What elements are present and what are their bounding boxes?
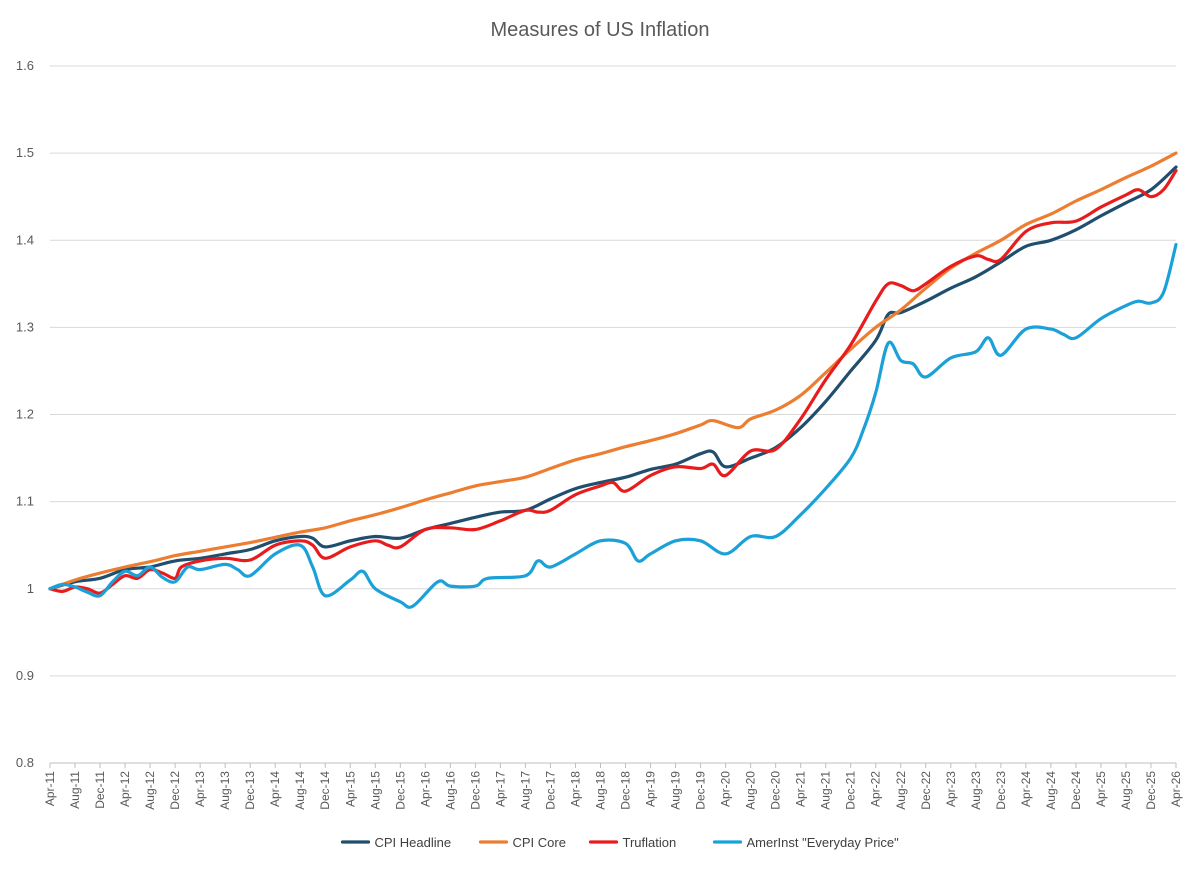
y-tick-label: 1.6	[16, 58, 34, 73]
x-tick-label: Aug-14	[293, 771, 307, 810]
x-tick-label: Aug-19	[669, 771, 683, 810]
x-tick-label: Apr-25	[1094, 771, 1108, 807]
x-tick-label: Aug-18	[593, 771, 607, 810]
x-tick-label: Aug-23	[969, 771, 983, 810]
y-tick-label: 1.5	[16, 145, 34, 160]
x-tick-label: Dec-11	[93, 771, 107, 809]
x-tick-label: Apr-14	[268, 771, 282, 807]
series-line-3	[48, 243, 1178, 609]
x-tick-label: Aug-21	[819, 771, 833, 810]
x-tick-label: Dec-12	[168, 771, 182, 810]
x-tick-label: Aug-24	[1044, 771, 1058, 810]
series-line-0	[48, 165, 1178, 591]
x-tick-label: Dec-14	[318, 771, 332, 810]
x-tick-label: Apr-17	[493, 771, 507, 807]
x-tick-label: Apr-22	[869, 771, 883, 807]
series-lines	[48, 151, 1178, 609]
x-tick-label: Aug-16	[443, 771, 457, 810]
legend-label: AmerInst "Everyday Price"	[747, 835, 900, 850]
x-tick-label: Apr-15	[343, 771, 357, 807]
legend-label: Truflation	[623, 835, 677, 850]
x-tick-label: Dec-19	[694, 771, 708, 810]
legend: CPI Headline CPI Core Truflation AmerInst "…	[340, 835, 900, 850]
gridlines	[50, 65, 1176, 764]
x-tick-label: Apr-18	[568, 771, 582, 807]
x-tick-label: Dec-22	[919, 771, 933, 810]
x-axis-ticks: Apr-11 Aug-11 Dec-11 Apr-12 Aug-12 Dec-12 Apr-…	[43, 763, 1183, 810]
x-tick-label: Aug-25	[1119, 771, 1133, 810]
x-tick-label: Apr-16	[418, 771, 432, 807]
y-tick-label: 0.9	[16, 668, 34, 683]
x-tick-label: Apr-11	[43, 771, 57, 806]
legend-label: CPI Headline	[375, 835, 452, 850]
x-tick-label: Dec-15	[393, 771, 407, 810]
chart-title: Measures of US Inflation	[491, 19, 710, 41]
x-tick-label: Aug-22	[894, 771, 908, 810]
y-tick-label: 1.4	[16, 232, 34, 247]
legend-label: CPI Core	[513, 835, 566, 850]
x-tick-label: Apr-20	[719, 771, 733, 807]
x-tick-label: Dec-13	[243, 771, 257, 810]
y-tick-label: 0.8	[16, 755, 34, 770]
x-tick-label: Dec-24	[1069, 771, 1083, 810]
y-tick-label: 1.3	[16, 319, 34, 334]
x-tick-label: Apr-12	[118, 771, 132, 807]
x-tick-label: Aug-15	[368, 771, 382, 810]
x-tick-label: Aug-12	[143, 771, 157, 810]
x-tick-label: Aug-20	[744, 771, 758, 810]
x-tick-label: Apr-23	[944, 771, 958, 807]
x-tick-label: Dec-16	[468, 771, 482, 810]
x-tick-label: Aug-13	[218, 771, 232, 810]
x-tick-label: Apr-13	[193, 771, 207, 807]
x-tick-label: Dec-25	[1144, 771, 1158, 810]
series-line-1	[48, 151, 1178, 591]
x-tick-label: Aug-17	[518, 771, 532, 810]
x-tick-label: Apr-24	[1019, 771, 1033, 807]
series-line-2	[48, 169, 1178, 595]
y-axis-ticks: 0.8 0.9 1 1.1 1.2 1.3 1.4 1.5 1.6	[16, 58, 34, 770]
y-tick-label: 1.2	[16, 407, 34, 422]
x-tick-label: Apr-19	[644, 771, 658, 807]
x-tick-label: Dec-18	[619, 771, 633, 810]
x-tick-label: Dec-23	[994, 771, 1008, 810]
x-tick-label: Dec-20	[769, 771, 783, 810]
y-tick-label: 1.1	[16, 494, 34, 509]
x-tick-label: Aug-11	[68, 771, 82, 809]
x-tick-label: Dec-21	[844, 771, 858, 810]
x-tick-label: Apr-26	[1169, 771, 1183, 807]
x-tick-label: Dec-17	[543, 771, 557, 810]
x-tick-label: Apr-21	[794, 771, 808, 807]
y-tick-label: 1	[27, 581, 34, 596]
